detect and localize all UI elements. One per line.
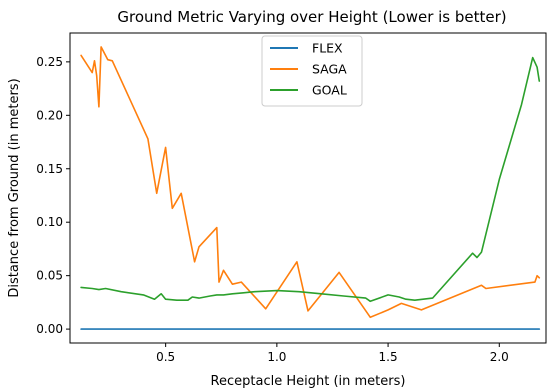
- y-tick-label: 0.00: [36, 322, 63, 336]
- x-tick-label: 1.5: [379, 350, 398, 364]
- legend-label-goal: GOAL: [312, 83, 347, 98]
- legend: FLEX SAGA GOAL: [261, 35, 363, 107]
- x-axis: 0.5 1.0 1.5 2.0: [156, 343, 509, 364]
- legend-label-flex: FLEX: [312, 41, 343, 56]
- y-axis: 0.00 0.05 0.10 0.15 0.20 0.25: [36, 55, 70, 336]
- x-axis-label: Receptacle Height (in meters): [211, 374, 406, 389]
- x-tick-label: 0.5: [156, 350, 175, 364]
- y-tick-label: 0.05: [36, 269, 63, 283]
- chart-title: Ground Metric Varying over Height (Lower…: [117, 8, 506, 26]
- x-tick-label: 1.0: [267, 350, 286, 364]
- y-tick-label: 0.20: [36, 108, 63, 122]
- series-line-saga: [80, 46, 541, 319]
- legend-box: [261, 35, 363, 107]
- legend-label-saga: SAGA: [312, 62, 347, 77]
- y-tick-label: 0.15: [36, 162, 63, 176]
- y-tick-label: 0.25: [36, 55, 63, 69]
- series-lines: [80, 46, 541, 330]
- series-line-goal: [80, 56, 541, 303]
- x-tick-label: 2.0: [490, 350, 509, 364]
- plot-area: [69, 32, 547, 344]
- y-tick-label: 0.10: [36, 215, 63, 229]
- y-axis-label: Distance from Ground (in meters): [7, 78, 22, 297]
